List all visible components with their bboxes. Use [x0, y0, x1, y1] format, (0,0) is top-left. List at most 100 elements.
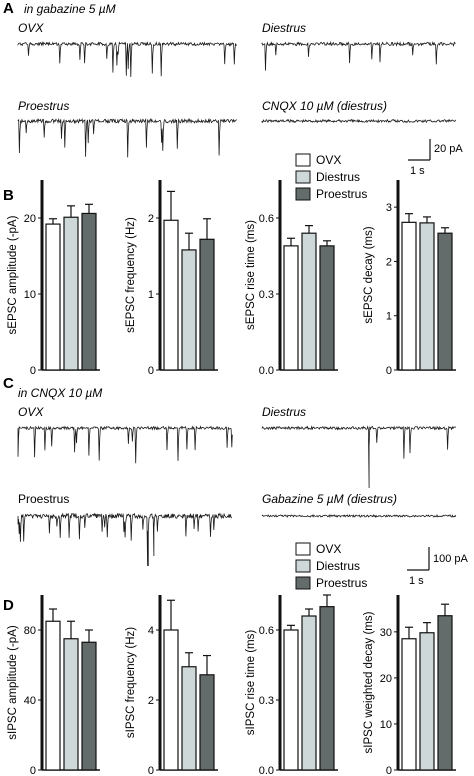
bar-proestrus [319, 245, 335, 371]
trace-c-diestrus-label: Diestrus [262, 405, 306, 419]
y-tick-label: 4 [148, 625, 154, 637]
legend-b-swatch-diestrus [295, 170, 311, 184]
chart-b-0: 0 10 20 sEPSC amplitude (-pA) [7, 180, 100, 377]
legend-b-diestrus: Diestrus [316, 170, 360, 184]
bar-diestrus [63, 216, 79, 371]
y-tick-label: 0.3 [259, 695, 274, 707]
trace-c-ovx [17, 425, 233, 464]
chart-b-1: 0 1 2 sEPSC frequency (Hz) [125, 180, 218, 377]
trace-a-proestrus [17, 117, 237, 158]
y-tick-label: 0 [30, 765, 36, 776]
section-c-condition: in CNQX 10 µM [18, 386, 102, 400]
y-axis-label: sEPSC rise time (ms) [245, 220, 257, 330]
chart-d-0: 0 40 80 sIPSC amplitude (-pA) [7, 595, 100, 776]
y-axis-label: sIPSC frequency (Hz) [125, 627, 137, 738]
trace-a-proestrus-label: Proestrus [18, 99, 69, 113]
legend-d-swatch-ovx [295, 542, 311, 556]
panel-letter-d: D [3, 597, 14, 614]
bar-diestrus [181, 666, 197, 771]
y-tick-label: 2 [386, 256, 392, 268]
y-tick-label: 30 [380, 627, 392, 639]
y-tick-label: 1 [386, 311, 392, 323]
y-tick-label: 0.0 [259, 765, 274, 776]
y-tick-label: 40 [24, 695, 36, 707]
bar-diestrus [63, 638, 79, 771]
bar-ovx [163, 219, 179, 371]
trace-c-diestrus [261, 425, 457, 489]
panel-letter-b: B [3, 187, 14, 204]
bar-proestrus [199, 674, 215, 771]
y-tick-label: 0.6 [259, 213, 274, 225]
y-axis-label: sEPSC decay (ms) [363, 226, 375, 323]
trace-a-ovx [17, 41, 238, 78]
bar-ovx [283, 245, 299, 371]
scalebar-c-time: 1 s [409, 575, 424, 587]
legend-b-swatch-ovx [295, 153, 311, 167]
trace-a-cnqx [261, 118, 457, 124]
legend-b-swatch-proestrus [295, 187, 311, 201]
y-axis-label: sIPSC weighted decay (ms) [363, 611, 375, 753]
bar-ovx [401, 638, 417, 771]
y-tick-label: 0.3 [259, 289, 274, 301]
y-tick-label: 3 [386, 202, 392, 214]
y-tick-label: 0 [386, 765, 392, 776]
bar-diestrus [301, 615, 317, 771]
trace-c-proestrus [17, 512, 233, 567]
y-tick-label: 0.0 [259, 365, 274, 377]
trace-a-diestrus-label: Diestrus [262, 21, 306, 35]
bar-diestrus [419, 632, 435, 771]
legend-b-ovx: OVX [316, 153, 341, 167]
y-tick-label: 80 [24, 625, 36, 637]
legend-d: OVX Diestrus Proestrus [295, 542, 367, 590]
y-tick-label: 20 [24, 213, 36, 225]
trace-c-ovx-label: OVX [18, 405, 44, 419]
bar-proestrus [199, 238, 215, 371]
bar-ovx [401, 221, 417, 371]
y-axis-label: sIPSC rise time (ms) [245, 630, 257, 736]
bar-ovx [45, 620, 61, 771]
panel-letter-c: C [3, 375, 14, 392]
trace-a-diestrus [261, 40, 456, 71]
bar-proestrus [81, 641, 97, 771]
panel-letter-a: A [3, 0, 14, 17]
y-tick-label: 0 [30, 365, 36, 377]
y-tick-label: 2 [148, 213, 154, 225]
legend-d-ovx: OVX [316, 542, 341, 556]
trace-a-cnqx-label: CNQX 10 µM (diestrus) [262, 99, 387, 113]
bar-ovx [283, 629, 299, 771]
legend-d-proestrus: Proestrus [316, 576, 367, 590]
trace-a-ovx-label: OVX [18, 21, 44, 35]
bar-diestrus [419, 222, 435, 371]
legend-d-swatch-proestrus [295, 576, 311, 590]
chart-b-3: 0 1 2 3 sEPSC decay (ms) [363, 180, 456, 377]
bar-proestrus [81, 212, 97, 371]
legend-b-proestrus: Proestrus [316, 187, 367, 201]
chart-d-3: 0 10 20 30 sIPSC weighted decay (ms) [363, 595, 456, 776]
y-tick-label: 2 [148, 695, 154, 707]
y-tick-label: 10 [24, 289, 36, 301]
trace-c-gabazine-label: Gabazine 5 µM (diestrus) [262, 492, 397, 506]
bar-proestrus [437, 615, 453, 771]
scalebar-a: 20 pA 1 s [408, 139, 463, 177]
y-tick-label: 0.6 [259, 625, 274, 637]
y-axis-label: sEPSC amplitude (-pA) [7, 215, 19, 334]
scalebar-c: 100 pA 1 s [407, 547, 469, 587]
bar-proestrus [319, 606, 335, 771]
y-tick-label: 0 [148, 765, 154, 776]
bar-diestrus [181, 249, 197, 371]
y-axis-label: sIPSC amplitude (-pA) [7, 625, 19, 740]
section-a-condition: in gabazine 5 µM [24, 2, 116, 16]
chart-d-1: 0 2 4 sIPSC frequency (Hz) [125, 595, 218, 776]
bar-diestrus [301, 232, 317, 371]
y-tick-label: 1 [148, 289, 154, 301]
y-tick-label: 20 [380, 673, 392, 685]
legend-b: OVX Diestrus Proestrus [295, 153, 367, 201]
bar-ovx [45, 223, 61, 371]
y-tick-label: 0 [148, 365, 154, 377]
scalebar-a-time: 1 s [410, 165, 425, 177]
y-tick-label: 10 [380, 719, 392, 731]
